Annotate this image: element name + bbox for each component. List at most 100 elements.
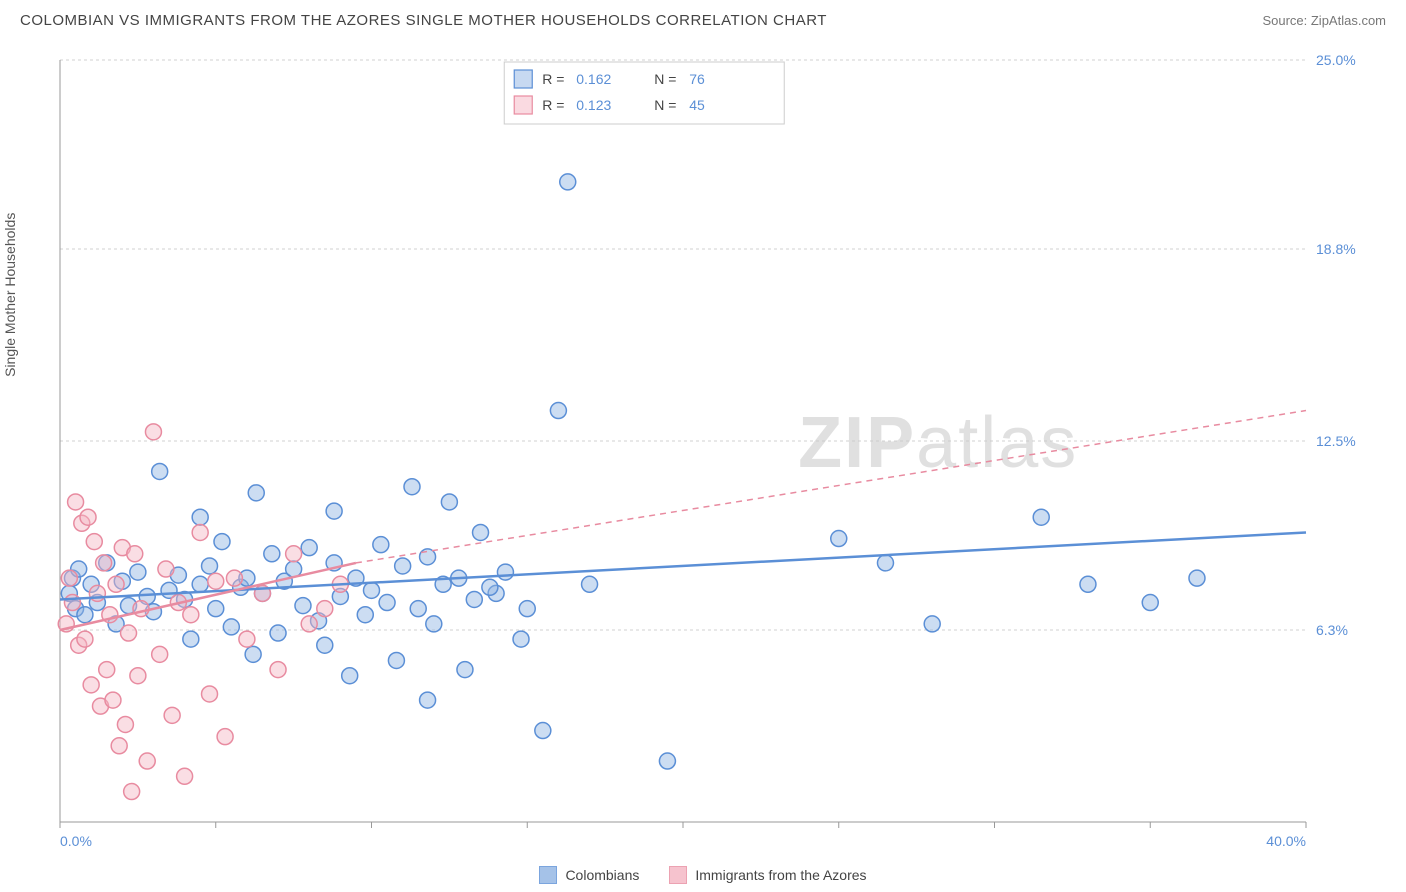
legend-swatch-colombians (514, 70, 532, 88)
data-point-azores (192, 524, 208, 540)
scatter-plot: 6.3%12.5%18.8%25.0%0.0%40.0%ZIPatlasR =0… (50, 50, 1386, 852)
bottom-swatch-azores (669, 866, 687, 884)
data-point-colombians (560, 174, 576, 190)
data-point-azores (133, 601, 149, 617)
legend-r-label: R = (542, 97, 564, 113)
x-tick-label: 0.0% (60, 833, 92, 849)
data-point-colombians (357, 607, 373, 623)
data-point-azores (108, 576, 124, 592)
data-point-azores (239, 631, 255, 647)
legend-n-label: N = (654, 71, 676, 87)
data-point-azores (124, 784, 140, 800)
data-point-colombians (248, 485, 264, 501)
watermark: ZIPatlas (798, 403, 1078, 483)
data-point-azores (64, 595, 80, 611)
data-point-colombians (295, 598, 311, 614)
data-point-colombians (410, 601, 426, 617)
data-point-colombians (466, 591, 482, 607)
data-point-colombians (364, 582, 380, 598)
bottom-legend-label: Immigrants from the Azores (695, 867, 866, 883)
data-point-azores (183, 607, 199, 623)
bottom-legend-item-colombians: Colombians (539, 866, 639, 884)
data-point-colombians (342, 668, 358, 684)
data-point-azores (158, 561, 174, 577)
data-point-colombians (420, 692, 436, 708)
legend-n-value: 45 (689, 97, 705, 113)
data-point-colombians (877, 555, 893, 571)
data-point-colombians (497, 564, 513, 580)
data-point-colombians (379, 595, 395, 611)
data-point-azores (301, 616, 317, 632)
data-point-colombians (426, 616, 442, 632)
data-point-colombians (550, 403, 566, 419)
legend-n-value: 76 (689, 71, 705, 87)
data-point-azores (270, 662, 286, 678)
data-point-colombians (1189, 570, 1205, 586)
y-tick-label: 18.8% (1316, 241, 1356, 257)
legend-swatch-azores (514, 96, 532, 114)
data-point-azores (317, 601, 333, 617)
data-point-colombians (214, 534, 230, 550)
data-point-colombians (441, 494, 457, 510)
bottom-swatch-colombians (539, 866, 557, 884)
data-point-azores (111, 738, 127, 754)
data-point-colombians (535, 723, 551, 739)
data-point-colombians (373, 537, 389, 553)
data-point-colombians (388, 652, 404, 668)
data-point-azores (127, 546, 143, 562)
data-point-azores (105, 692, 121, 708)
data-point-azores (68, 494, 84, 510)
data-point-azores (86, 534, 102, 550)
data-point-azores (139, 753, 155, 769)
data-point-azores (152, 646, 168, 662)
data-point-azores (145, 424, 161, 440)
bottom-legend-label: Colombians (565, 867, 639, 883)
data-point-colombians (77, 607, 93, 623)
data-point-colombians (264, 546, 280, 562)
legend-r-label: R = (542, 71, 564, 87)
data-point-colombians (317, 637, 333, 653)
data-point-colombians (473, 524, 489, 540)
data-point-azores (130, 668, 146, 684)
x-tick-label: 40.0% (1266, 833, 1306, 849)
chart-container: Single Mother Households 6.3%12.5%18.8%2… (50, 50, 1386, 852)
data-point-colombians (395, 558, 411, 574)
data-point-azores (177, 768, 193, 784)
data-point-colombians (1080, 576, 1096, 592)
source-attribution: Source: ZipAtlas.com (1262, 13, 1386, 28)
data-point-colombians (326, 503, 342, 519)
chart-header: COLOMBIAN VS IMMIGRANTS FROM THE AZORES … (0, 0, 1406, 37)
data-point-azores (99, 662, 115, 678)
data-point-colombians (482, 579, 498, 595)
data-point-colombians (192, 576, 208, 592)
data-point-colombians (130, 564, 146, 580)
y-tick-label: 6.3% (1316, 622, 1348, 638)
data-point-colombians (301, 540, 317, 556)
data-point-colombians (183, 631, 199, 647)
bottom-legend: Colombians Immigrants from the Azores (0, 866, 1406, 884)
data-point-azores (80, 509, 96, 525)
data-point-colombians (924, 616, 940, 632)
bottom-legend-item-azores: Immigrants from the Azores (669, 866, 866, 884)
legend-r-value: 0.162 (576, 71, 611, 87)
data-point-azores (202, 686, 218, 702)
data-point-colombians (1033, 509, 1049, 525)
data-point-colombians (404, 479, 420, 495)
data-point-colombians (519, 601, 535, 617)
data-point-colombians (223, 619, 239, 635)
data-point-azores (208, 573, 224, 589)
data-point-colombians (245, 646, 261, 662)
data-point-azores (83, 677, 99, 693)
trend-line-colombians (60, 532, 1306, 599)
data-point-azores (217, 729, 233, 745)
y-tick-label: 12.5% (1316, 433, 1356, 449)
data-point-colombians (513, 631, 529, 647)
data-point-colombians (208, 601, 224, 617)
data-point-azores (96, 555, 112, 571)
legend-n-label: N = (654, 97, 676, 113)
data-point-colombians (202, 558, 218, 574)
legend-r-value: 0.123 (576, 97, 611, 113)
data-point-colombians (152, 463, 168, 479)
data-point-azores (226, 570, 242, 586)
data-point-colombians (582, 576, 598, 592)
